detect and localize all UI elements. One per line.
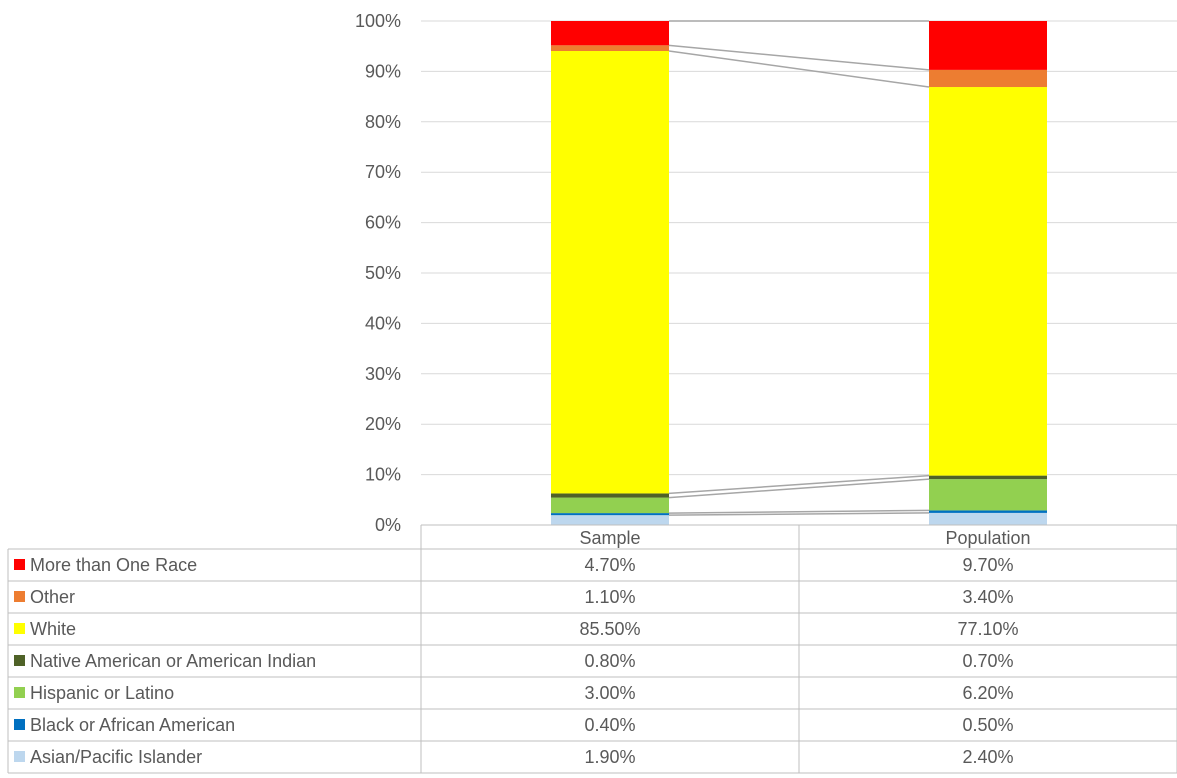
bar-segment-other	[929, 69, 1047, 88]
data-table: Sample Population More than One Race 4.70% 9…	[7, 524, 1177, 774]
bars	[551, 21, 1047, 525]
legend-label-white: White	[30, 619, 76, 639]
data-label: 1.90%	[584, 747, 635, 767]
data-label: 9.70%	[962, 555, 1013, 575]
legend-label-hispanic-or-latino: Hispanic or Latino	[30, 683, 174, 703]
data-label: 85.50%	[579, 619, 640, 639]
y-axis: 0% 10% 20% 30% 40% 50% 60% 70% 80% 90% 100%	[355, 11, 401, 535]
bar-segment-asian-pacific-islander	[929, 512, 1047, 525]
series-line-hispanic-or-latino	[668, 478, 930, 499]
legend-key-black-or-african-american	[14, 719, 25, 730]
series-line-black-or-african-american	[668, 509, 930, 514]
x-category-label: Sample	[579, 528, 640, 548]
bar-segment-black-or-african-american	[929, 510, 1047, 513]
series-lines	[668, 20, 930, 516]
y-tick-label: 80%	[365, 112, 401, 132]
y-tick-label: 30%	[365, 364, 401, 384]
y-tick-label: 60%	[365, 213, 401, 233]
legend-key-more-than-one-race	[14, 559, 25, 570]
data-label: 77.10%	[957, 619, 1018, 639]
x-category-label: Population	[945, 528, 1030, 548]
legend-key-native-american-or-american-indian	[14, 655, 25, 666]
series-line-native-american-or-american-indian	[668, 474, 930, 495]
bar-segment-more-than-one-race	[551, 21, 669, 46]
legend-label-black-or-african-american: Black or African American	[30, 715, 235, 735]
y-tick-label: 10%	[365, 465, 401, 485]
bar-segment-more-than-one-race	[929, 21, 1047, 70]
data-label: 3.40%	[962, 587, 1013, 607]
bar-segment-other	[551, 45, 669, 52]
data-label: 2.40%	[962, 747, 1013, 767]
data-label: 4.70%	[584, 555, 635, 575]
bar-segment-asian-pacific-islander	[551, 515, 669, 525]
y-tick-label: 40%	[365, 313, 401, 333]
legend-label-more-than-one-race: More than One Race	[30, 555, 197, 575]
y-tick-label: 70%	[365, 162, 401, 182]
series-line-other	[668, 44, 930, 71]
gridlines	[421, 20, 1177, 476]
y-tick-label: 100%	[355, 11, 401, 31]
legend-key-other	[14, 591, 25, 602]
data-label: 0.50%	[962, 715, 1013, 735]
bar-segment-hispanic-or-latino	[551, 497, 669, 514]
data-label: 0.40%	[584, 715, 635, 735]
data-label: 0.80%	[584, 651, 635, 671]
y-tick-label: 90%	[365, 61, 401, 81]
series-line-asian-pacific-islander	[668, 512, 930, 516]
y-tick-label: 0%	[375, 515, 401, 535]
legend-label-other: Other	[30, 587, 75, 607]
legend-key-hispanic-or-latino	[14, 687, 25, 698]
series-line-white	[668, 50, 930, 88]
bar-segment-native-american-or-american-indian	[929, 475, 1047, 480]
data-label: 1.10%	[584, 587, 635, 607]
bar-segment-white	[929, 87, 1047, 476]
legend-key-asian-pacific-islander	[14, 751, 25, 762]
data-label: 0.70%	[962, 651, 1013, 671]
bar-segment-black-or-african-american	[551, 513, 669, 516]
y-tick-label: 20%	[365, 414, 401, 434]
data-label: 3.00%	[584, 683, 635, 703]
bar-segment-hispanic-or-latino	[929, 479, 1047, 511]
legend-label-native-american-or-american-indian: Native American or American Indian	[30, 651, 316, 671]
legend-label-asian-pacific-islander: Asian/Pacific Islander	[30, 747, 202, 767]
bar-segment-native-american-or-american-indian	[551, 493, 669, 498]
legend-key-white	[14, 623, 25, 634]
data-label: 6.20%	[962, 683, 1013, 703]
bar-segment-white	[551, 51, 669, 494]
y-tick-label: 50%	[365, 263, 401, 283]
